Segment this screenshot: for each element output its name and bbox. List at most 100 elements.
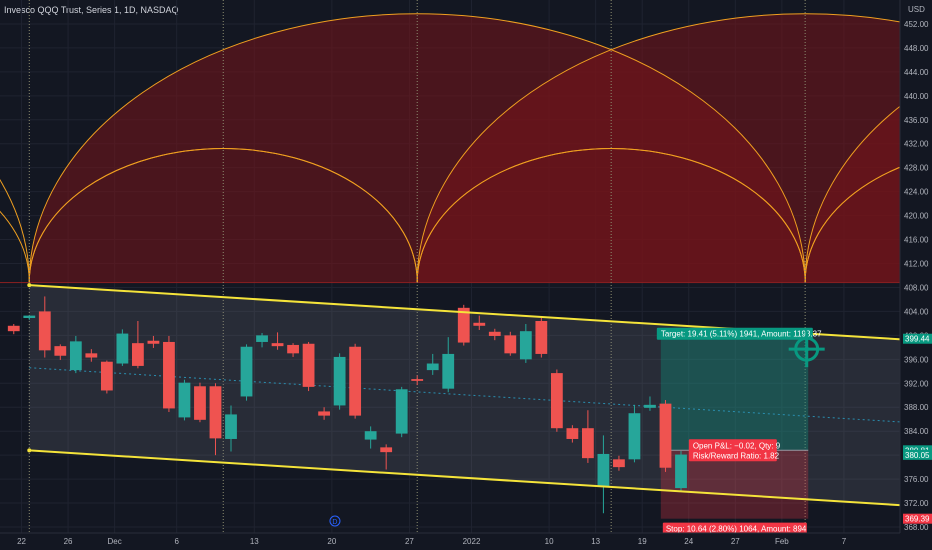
candle-up bbox=[628, 404, 641, 463]
price-badge: 380.05 bbox=[903, 449, 932, 460]
candle-body bbox=[504, 335, 517, 354]
candle-body bbox=[85, 353, 98, 358]
price-tick-label: 392.00 bbox=[904, 379, 929, 388]
candle-down bbox=[318, 407, 330, 420]
candle-body bbox=[23, 315, 36, 319]
candle-body bbox=[364, 431, 377, 440]
price-badge-bg bbox=[903, 333, 932, 344]
channel-anchor-point bbox=[27, 448, 32, 453]
candle-body bbox=[442, 353, 455, 389]
price-badge-bg bbox=[903, 513, 932, 524]
time-tick-label: 27 bbox=[731, 537, 740, 546]
candle-body bbox=[240, 346, 253, 397]
candle-down bbox=[302, 341, 315, 392]
candle-down bbox=[613, 455, 625, 471]
candle-body bbox=[659, 403, 672, 468]
candle-body bbox=[566, 428, 579, 439]
candle-body bbox=[582, 428, 594, 459]
price-tick-label: 436.00 bbox=[904, 116, 929, 125]
candle-down bbox=[147, 335, 160, 348]
cycle-arc-fill bbox=[417, 13, 932, 283]
crosshair-center bbox=[804, 346, 810, 352]
cycle-arc-small bbox=[416, 148, 806, 283]
candle-up bbox=[364, 426, 377, 449]
candle-up bbox=[23, 315, 36, 320]
candle-down bbox=[535, 316, 548, 358]
price-tick-label: 368.00 bbox=[904, 523, 929, 532]
position-stop-label: Stop: 10.64 (2.80%) 1064, Amount: 894 bbox=[662, 522, 807, 535]
candle-body bbox=[318, 411, 330, 416]
pnl-label-line1: Open P&L: −0.02, Qty: 9 bbox=[693, 441, 781, 450]
candle-body bbox=[349, 346, 362, 416]
pnl-label-line2: Risk/Reward Ratio: 1.82 bbox=[693, 451, 780, 460]
candle-body bbox=[271, 343, 284, 347]
price-axis-bg bbox=[900, 0, 932, 550]
target-crosshair-icon bbox=[788, 331, 825, 368]
candle-up bbox=[426, 353, 439, 375]
candle-down bbox=[85, 349, 98, 362]
candle-up bbox=[597, 435, 610, 514]
candle-up bbox=[225, 405, 237, 452]
candle-down bbox=[38, 296, 51, 358]
time-tick-label: 27 bbox=[405, 537, 414, 546]
time-tick-label: 13 bbox=[250, 537, 259, 546]
price-badge-label: 399.44 bbox=[905, 335, 930, 344]
dividend-marker-icon: D bbox=[329, 515, 341, 527]
candle-down bbox=[582, 410, 594, 463]
price-axis-currency: USD bbox=[908, 5, 925, 14]
stop-label-bg bbox=[662, 522, 807, 535]
candle-up bbox=[519, 323, 532, 363]
price-tick-label: 420.00 bbox=[904, 212, 929, 221]
candle-up bbox=[178, 379, 191, 421]
candle-body bbox=[675, 454, 687, 489]
candle-body bbox=[333, 356, 346, 406]
candle-down bbox=[411, 375, 424, 386]
candle-body bbox=[395, 389, 408, 434]
dividend-marker-ring bbox=[329, 515, 341, 527]
price-tick-label: 424.00 bbox=[904, 188, 929, 197]
candle-down bbox=[271, 332, 284, 350]
cycle-arc-small bbox=[804, 156, 932, 283]
candle-up bbox=[442, 337, 455, 393]
candle-body bbox=[7, 325, 20, 332]
target-label-bg bbox=[656, 327, 813, 340]
time-tick-label: 19 bbox=[638, 537, 647, 546]
price-badge-label: 380.05 bbox=[905, 451, 930, 460]
time-tick-label: 10 bbox=[545, 537, 554, 546]
candle-body bbox=[287, 344, 299, 354]
cycle-arc-small bbox=[0, 211, 30, 283]
price-tick-label: 372.00 bbox=[904, 499, 929, 508]
candle-body bbox=[147, 340, 160, 344]
candle-down bbox=[550, 369, 563, 432]
price-tick-label: 396.00 bbox=[904, 355, 929, 364]
candle-body bbox=[550, 373, 563, 429]
price-badge: 369.39 bbox=[903, 513, 932, 524]
candle-body bbox=[100, 361, 113, 391]
candle-down bbox=[287, 343, 299, 357]
candle-down bbox=[566, 425, 579, 443]
candle-up bbox=[644, 396, 656, 411]
candle-body bbox=[426, 363, 439, 371]
candle-body bbox=[38, 311, 51, 351]
time-tick-label: 2022 bbox=[463, 537, 481, 546]
candle-body bbox=[163, 341, 175, 409]
price-badge-bg bbox=[903, 449, 932, 460]
candle-down bbox=[488, 328, 501, 341]
price-tick-label: 404.00 bbox=[904, 307, 929, 316]
price-badge: 399.44 bbox=[903, 333, 932, 344]
time-tick-label: 24 bbox=[684, 537, 693, 546]
position-target-label: Target: 19.41 (5.11%) 1941, Amount: 1193… bbox=[656, 327, 822, 340]
price-tick-label: 376.00 bbox=[904, 475, 929, 484]
candle-down bbox=[349, 343, 362, 419]
candle-body bbox=[178, 382, 191, 418]
dividend-marker-label: D bbox=[332, 519, 337, 526]
candle-body bbox=[613, 459, 625, 468]
price-tick-label: 408.00 bbox=[904, 283, 929, 292]
candle-up bbox=[116, 329, 129, 366]
candle-body bbox=[473, 322, 486, 326]
time-tick-label: Dec bbox=[108, 537, 122, 546]
candle-body bbox=[225, 414, 237, 439]
candle-down bbox=[7, 323, 20, 335]
price-tick-label: 412.00 bbox=[904, 260, 929, 269]
